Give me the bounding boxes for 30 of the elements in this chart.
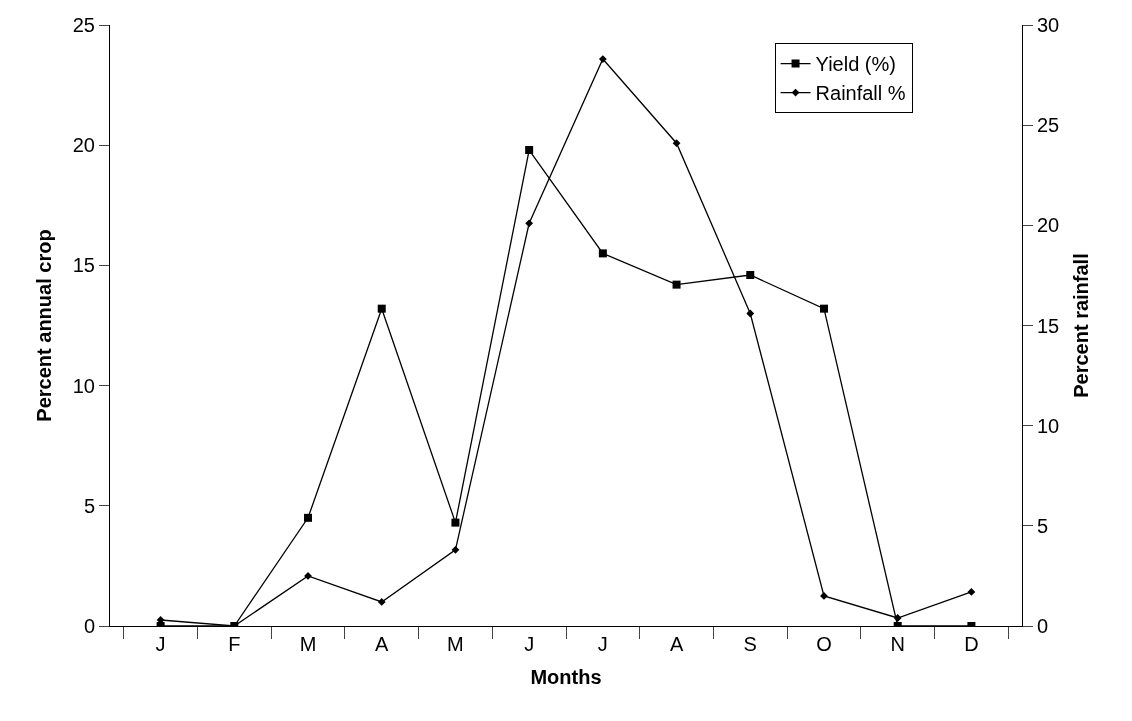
x-tick-label: F	[228, 633, 241, 655]
legend-label: Rainfall %	[815, 82, 906, 105]
y2-tick-label: 25	[1037, 114, 1060, 137]
x-tick-label: A	[375, 633, 390, 655]
x-tick-label: J	[524, 633, 535, 655]
x-tick-label: S	[743, 633, 757, 655]
y2-tick-label: 20	[1037, 214, 1060, 237]
x-tick-label: N	[890, 633, 905, 655]
y2-axis-title: Percent rainfall	[1069, 253, 1092, 398]
x-tick-label: J	[597, 633, 608, 655]
x-tick-label: J	[155, 633, 166, 655]
y-tick-label: 20	[72, 134, 95, 157]
x-tick-label: O	[816, 633, 832, 655]
y-tick-label: 25	[72, 14, 95, 36]
y-tick-label: 5	[83, 494, 95, 517]
x-tick-label: M	[447, 633, 464, 655]
y-tick-label: 10	[72, 374, 95, 397]
y-tick-label: 15	[72, 254, 95, 277]
y-axis-title: Percent annual crop	[33, 229, 56, 422]
y2-tick-label: 30	[1037, 14, 1060, 36]
legend-label: Yield (%)	[815, 53, 896, 76]
y2-tick-label: 15	[1037, 314, 1060, 337]
y2-tick-label: 10	[1037, 414, 1060, 437]
x-tick-label: M	[299, 633, 317, 655]
y-tick-label: 0	[83, 615, 95, 637]
y2-tick-label: 5	[1037, 514, 1049, 537]
x-axis-title: Months	[530, 665, 602, 688]
x-tick-label: A	[669, 633, 684, 655]
x-tick-label: D	[964, 633, 979, 655]
y2-tick-label: 0	[1037, 615, 1049, 637]
